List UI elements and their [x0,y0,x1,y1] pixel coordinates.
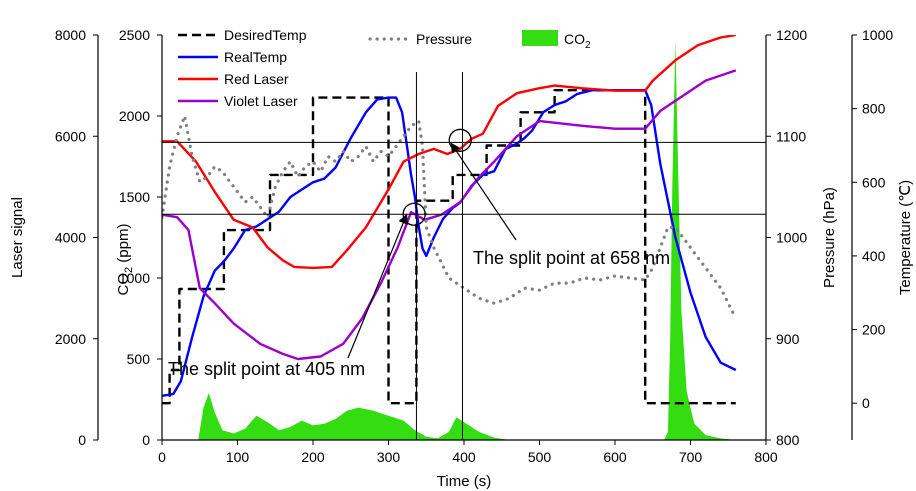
series-co2-area [198,39,736,440]
laser-tick-label: 4000 [55,230,86,246]
plot-area [162,35,766,440]
temperature-tick-label: 200 [862,322,886,338]
x-tick-label: 300 [377,449,401,465]
axes: 0 100 200 300 400 500 600 700 800 Time (s) 0 500 100… [9,27,914,490]
annotation-split-658-arrow [450,142,517,241]
x-tick-label: 800 [754,449,778,465]
pressure-axis-title: Pressure (hPa) [821,187,838,288]
pressure-tick-label: 1100 [776,128,806,144]
x-tick-label: 100 [226,449,250,465]
x-tick-label: 200 [301,449,325,465]
annotation-split-405-arrow [347,213,408,359]
annotations: The split point at 405 nm The split point… [168,142,670,379]
laser-tick-label: 0 [78,432,86,448]
legend-label: Red Laser [224,71,289,87]
series-violet-laser-line [162,69,737,361]
co2-tick-label: 500 [127,351,151,367]
legend: DesiredTemp RealTemp Red Laser Violet Laser… [178,27,591,109]
co2-tick-label: 1000 [119,270,150,286]
series-desiredtemp-line [162,89,736,405]
temperature-tick-label: 400 [862,248,886,264]
laser-tick-label: 8000 [55,27,86,43]
series-realtemp-line [162,89,737,397]
legend-label: DesiredTemp [224,27,307,43]
legend-label: Pressure [416,31,472,47]
legend-entry-co: CO2 [522,30,591,51]
x-axis-title: Time (s) [437,473,491,490]
x-tick-label: 700 [679,449,703,465]
series-group [162,35,738,440]
pressure-tick-label: 1000 [776,230,807,246]
temperature-tick-label: 1000 [862,27,893,43]
legend-entry-realtemp: RealTemp [178,49,287,65]
co2-tick-label: 2500 [119,27,150,43]
co2-tick-label: 2000 [119,108,150,124]
laser-tick-label: 2000 [55,331,86,347]
legend-entry-desiredtemp: DesiredTemp [178,27,307,43]
annotation-split-658-label: The split point at 658 nm [473,248,670,268]
laser-tick-label: 6000 [55,128,86,144]
temperature-tick-label: 600 [862,174,886,190]
x-tick-label: 0 [158,449,166,465]
co2-axis-title: CO2 (ppm) [115,224,135,296]
series-pressure-line [162,114,738,321]
x-tick-label: 500 [528,449,552,465]
x-tick-label: 400 [452,449,476,465]
legend-label: CO2 [564,31,591,51]
pressure-tick-label: 800 [776,432,800,448]
legend-label: RealTemp [224,49,287,65]
temperature-tick-label: 0 [862,395,870,411]
temperature-axis-title: Temperature (℃) [897,180,914,295]
co2-tick-label: 0 [142,432,150,448]
legend-entry-violet-laser: Violet Laser [178,93,298,109]
legend-swatch [522,30,558,46]
pressure-tick-label: 900 [776,331,800,347]
series-red-laser-line [162,35,736,270]
legend-entry-red-laser: Red Laser [178,71,289,87]
laser-axis-title: Laser signal [9,197,26,278]
temperature-tick-label: 800 [862,101,886,117]
pressure-tick-label: 1200 [776,27,807,43]
legend-entry-pressure: Pressure [368,31,472,47]
legend-label: Violet Laser [224,93,298,109]
co2-tick-label: 1500 [119,189,150,205]
annotation-split-405-label: The split point at 405 nm [168,359,365,379]
x-tick-label: 600 [603,449,627,465]
